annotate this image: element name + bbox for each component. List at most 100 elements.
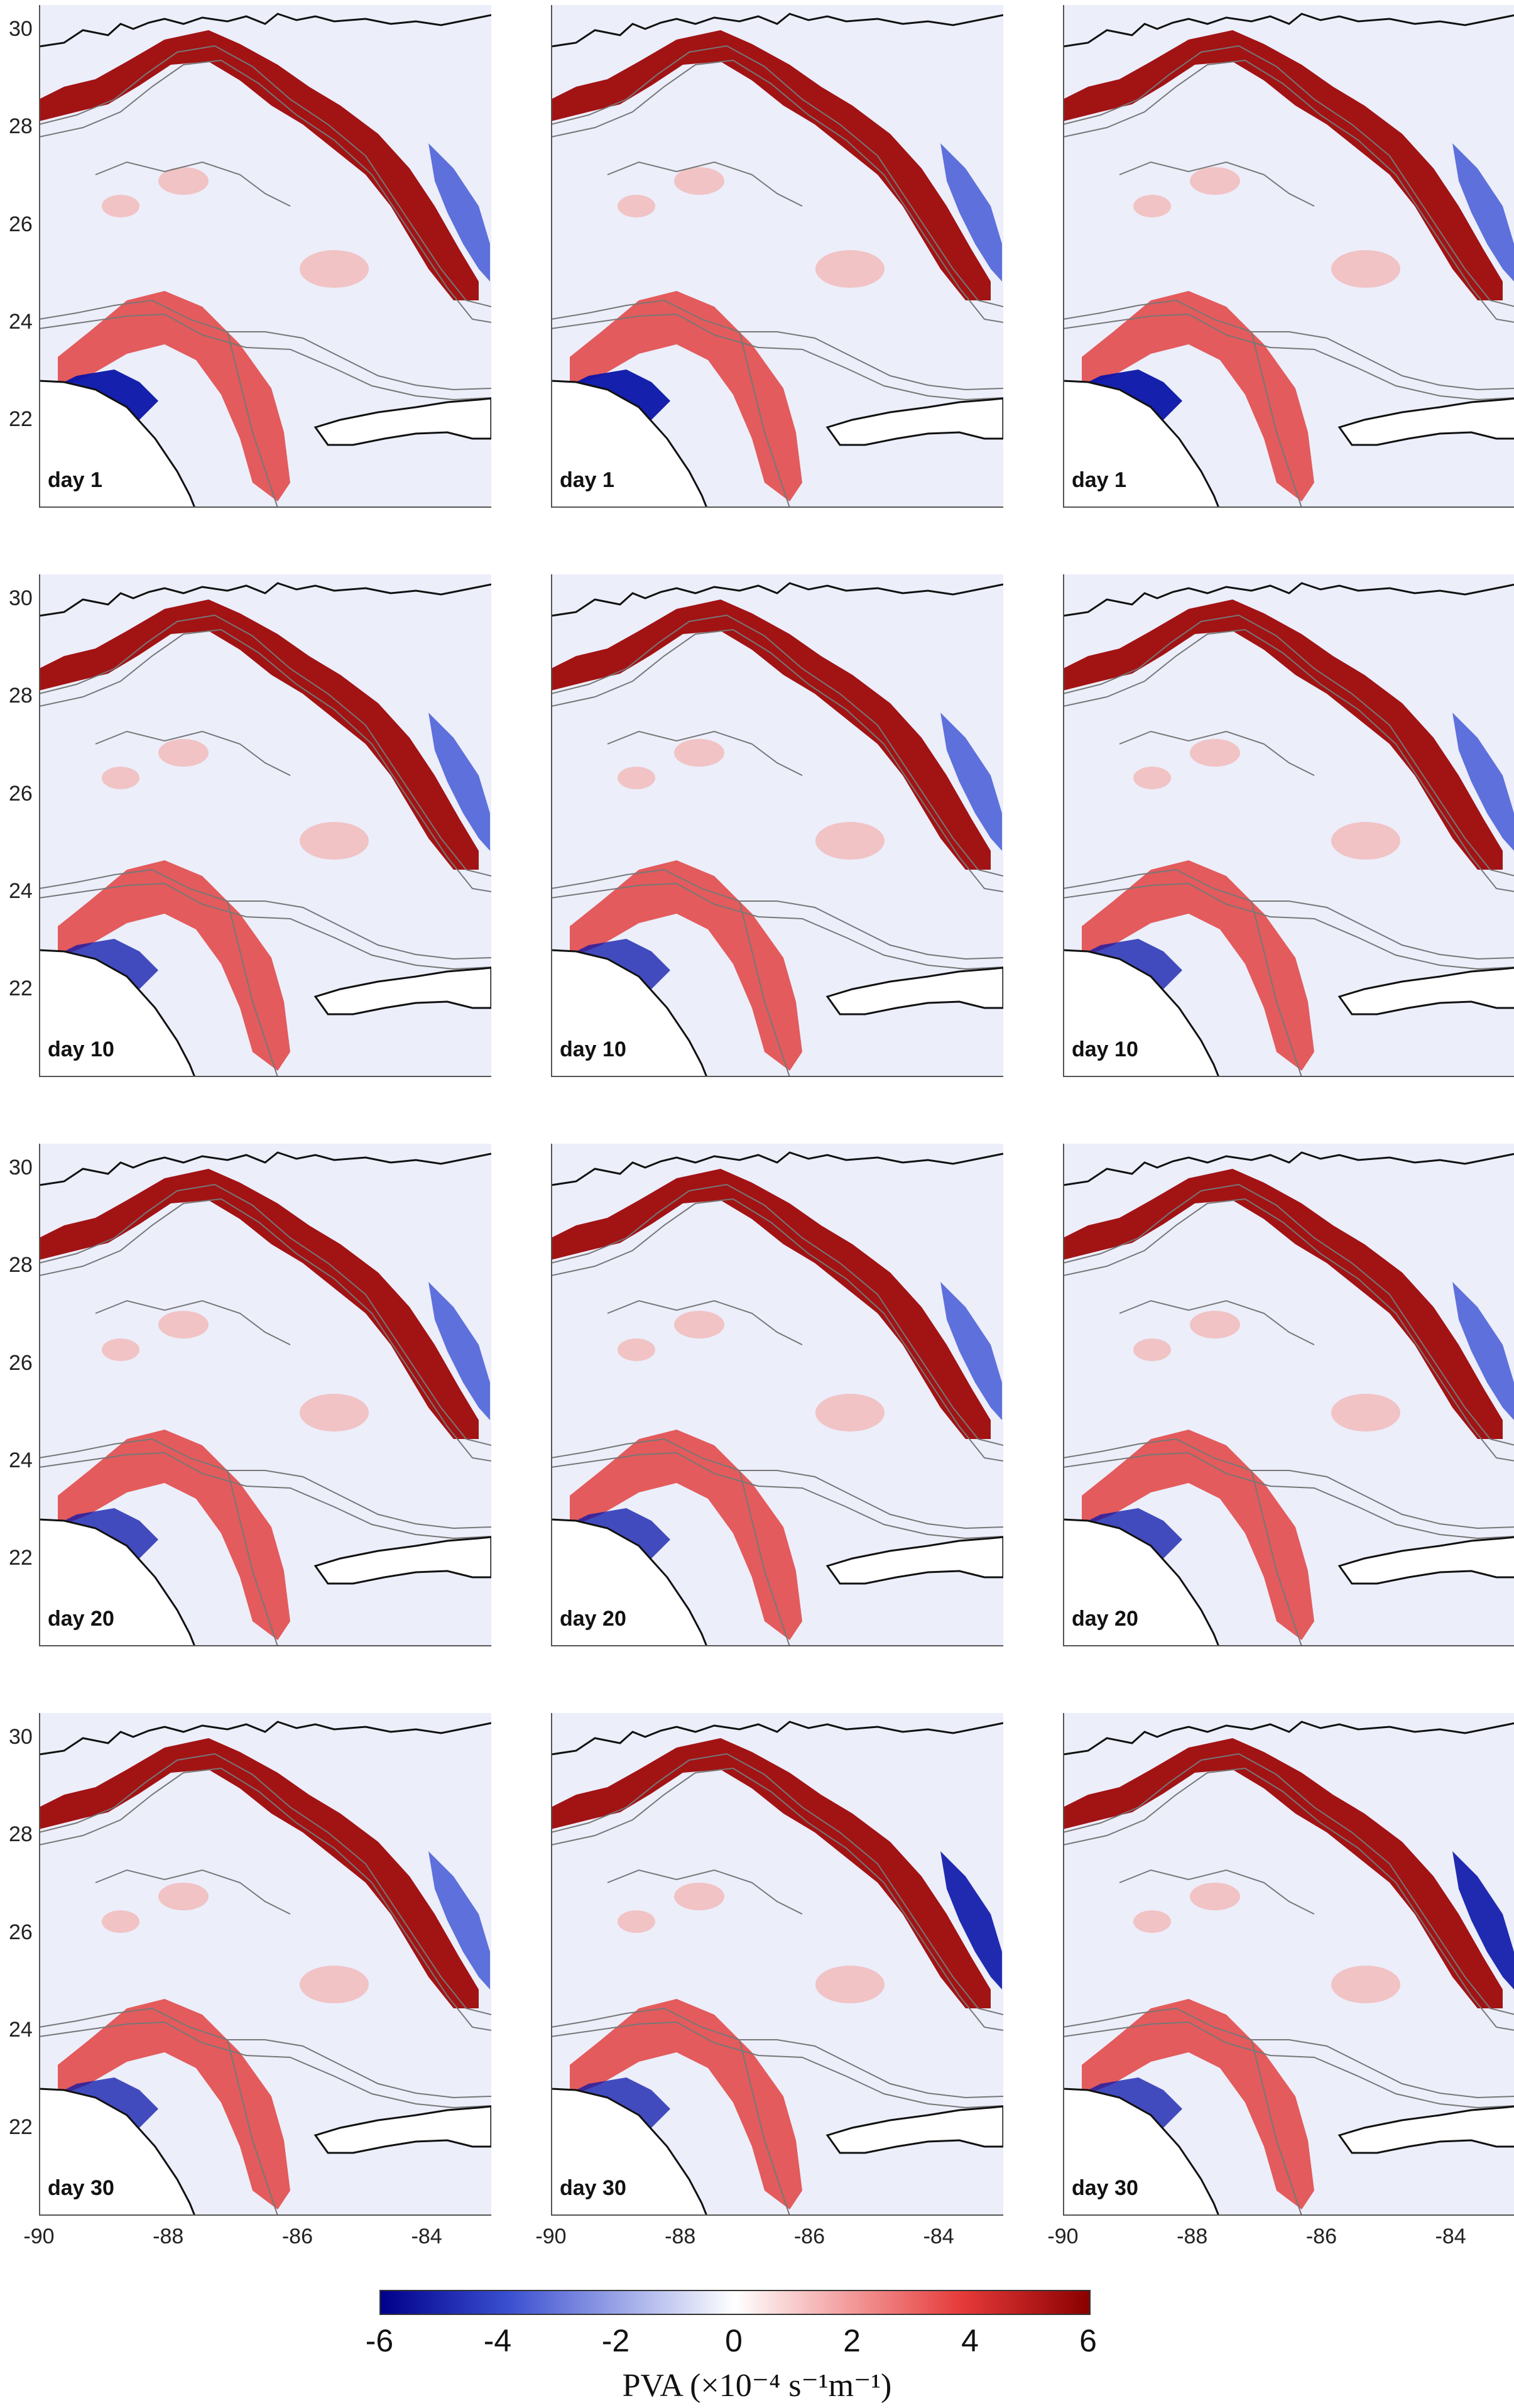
latitude-tick-label: 24 (9, 1448, 33, 1472)
bathymetry-contour (39, 1452, 491, 1540)
bathymetry-contour (1063, 299, 1514, 391)
gulf-coastline (551, 1721, 1003, 1756)
bathymetry-contour (551, 1198, 1003, 1462)
eddy-anomaly (674, 167, 724, 195)
pva-field (1063, 1144, 1514, 1646)
longitude-tick-label: -84 (411, 2225, 442, 2248)
bathymetry-contour (39, 1438, 491, 1530)
yucatan-coastline (1063, 2088, 1220, 2216)
pva-field (1063, 574, 1514, 1077)
bathymetry-contour (227, 331, 278, 508)
latitude-tick-label: 26 (9, 781, 33, 806)
cuba-coastline (1337, 966, 1514, 1015)
bathymetry-contour (95, 1300, 291, 1345)
bathymetry-contour (1063, 1438, 1514, 1530)
colorbar-tick-label: 2 (843, 2323, 861, 2358)
day-label: day 20 (1072, 1607, 1138, 1631)
pva-field (551, 5, 1003, 508)
bathymetry-contour (607, 1300, 803, 1345)
latitude-tick-label: 24 (9, 878, 33, 903)
day-label: day 10 (560, 1037, 626, 1061)
bathymetry-contour (1063, 313, 1514, 401)
shelf-negative-anomaly (1452, 713, 1514, 851)
bathymetry-contour (39, 628, 491, 892)
bathymetry-contour (739, 900, 790, 1077)
bathymetry-contour (39, 299, 491, 391)
shelf-negative-anomaly (1452, 1282, 1514, 1420)
bathymetry-contour (607, 161, 803, 207)
longitude-tick-label: -84 (1435, 2225, 1466, 2248)
latitude-tick-label: 22 (9, 1546, 33, 1570)
bathymetry-contour (551, 628, 1003, 892)
day-label: day 20 (560, 1607, 626, 1631)
map-panel: day 10 (39, 574, 491, 1077)
bathymetry-contour (1063, 1452, 1514, 1540)
eddy-anomaly (674, 739, 724, 767)
yucatan-coastline (39, 949, 196, 1077)
eddy-anomaly (1331, 1394, 1400, 1431)
map-panel: day 1 (39, 5, 491, 508)
pva-field (551, 1713, 1003, 2216)
bathymetry-contour (39, 868, 491, 960)
latitude-tick-label: 28 (9, 684, 33, 708)
bathymetry-contour (551, 313, 1003, 401)
colorbar-label: PVA (×10⁻⁴ s⁻¹m⁻¹) (622, 2368, 892, 2404)
latitude-tick-label: 30 (9, 1724, 33, 1749)
pva-colorbar (379, 2290, 1091, 2315)
cuba-coastline (825, 966, 1003, 1015)
cuba-coastline (1337, 1536, 1514, 1585)
eddy-anomaly (102, 1338, 139, 1361)
eddy-anomaly (618, 1910, 655, 1933)
eddy-anomaly (1190, 739, 1240, 767)
bathymetry-contour (607, 730, 803, 776)
bathymetry-contour (1063, 2021, 1514, 2109)
cuba-coastline (1337, 397, 1514, 446)
latitude-tick-label: 24 (9, 309, 33, 334)
bathymetry-contour (39, 313, 491, 401)
colorbar-tick-label: 0 (725, 2323, 743, 2358)
bathymetry-contour (551, 2021, 1003, 2109)
colorbar-tick-label: -2 (601, 2323, 630, 2358)
bathymetry-contour (551, 1767, 1003, 2031)
eddy-anomaly (1190, 1311, 1240, 1338)
map-panel: day 20 (551, 1144, 1003, 1646)
gulf-coastline (1063, 1721, 1514, 1756)
eddy-anomaly (158, 1883, 209, 1910)
latitude-tick-label: 30 (9, 1155, 33, 1179)
gulf-coastline (551, 13, 1003, 48)
colorbar-tick-label: 6 (1079, 2323, 1097, 2358)
gulf-coastline (551, 582, 1003, 617)
latitude-tick-label: 28 (9, 1253, 33, 1278)
bathymetry-contour (39, 45, 491, 307)
bathymetry-contour (1251, 2039, 1302, 2216)
eddy-anomaly (618, 1338, 655, 1361)
longitude-tick-label: -90 (23, 2225, 55, 2248)
longitude-tick-label: -84 (923, 2225, 954, 2248)
gulf-coastline (39, 1721, 491, 1756)
latitude-tick-label: 30 (9, 586, 33, 610)
bathymetry-contour (551, 59, 1003, 323)
bathymetry-contour (1119, 1300, 1315, 1345)
bathymetry-contour (1063, 2007, 1514, 2099)
gulf-coastline (39, 1151, 491, 1186)
eddy-anomaly (815, 250, 885, 288)
bathymetry-contour (551, 882, 1003, 970)
shelf-negative-anomaly (428, 1282, 490, 1420)
bathymetry-contour (551, 868, 1003, 960)
gulf-coastline (1063, 13, 1514, 48)
longitude-tick-label: -86 (281, 2225, 313, 2248)
bathymetry-contour (227, 1470, 278, 1646)
map-panel: day 20 (1063, 1144, 1514, 1646)
bathymetry-contour (551, 1452, 1003, 1540)
bathymetry-contour (739, 1470, 790, 1646)
eddy-anomaly (1190, 167, 1240, 195)
bathymetry-contour (551, 299, 1003, 391)
cuba-coastline (825, 1536, 1003, 1585)
bathymetry-contour (1119, 730, 1315, 776)
pva-field (1063, 5, 1514, 508)
bathymetry-contour (1251, 331, 1302, 508)
bathymetry-contour (551, 1183, 1003, 1446)
map-panel: day 1 (551, 5, 1003, 508)
bathymetry-contour (607, 1869, 803, 1915)
pva-field (1063, 1713, 1514, 2216)
